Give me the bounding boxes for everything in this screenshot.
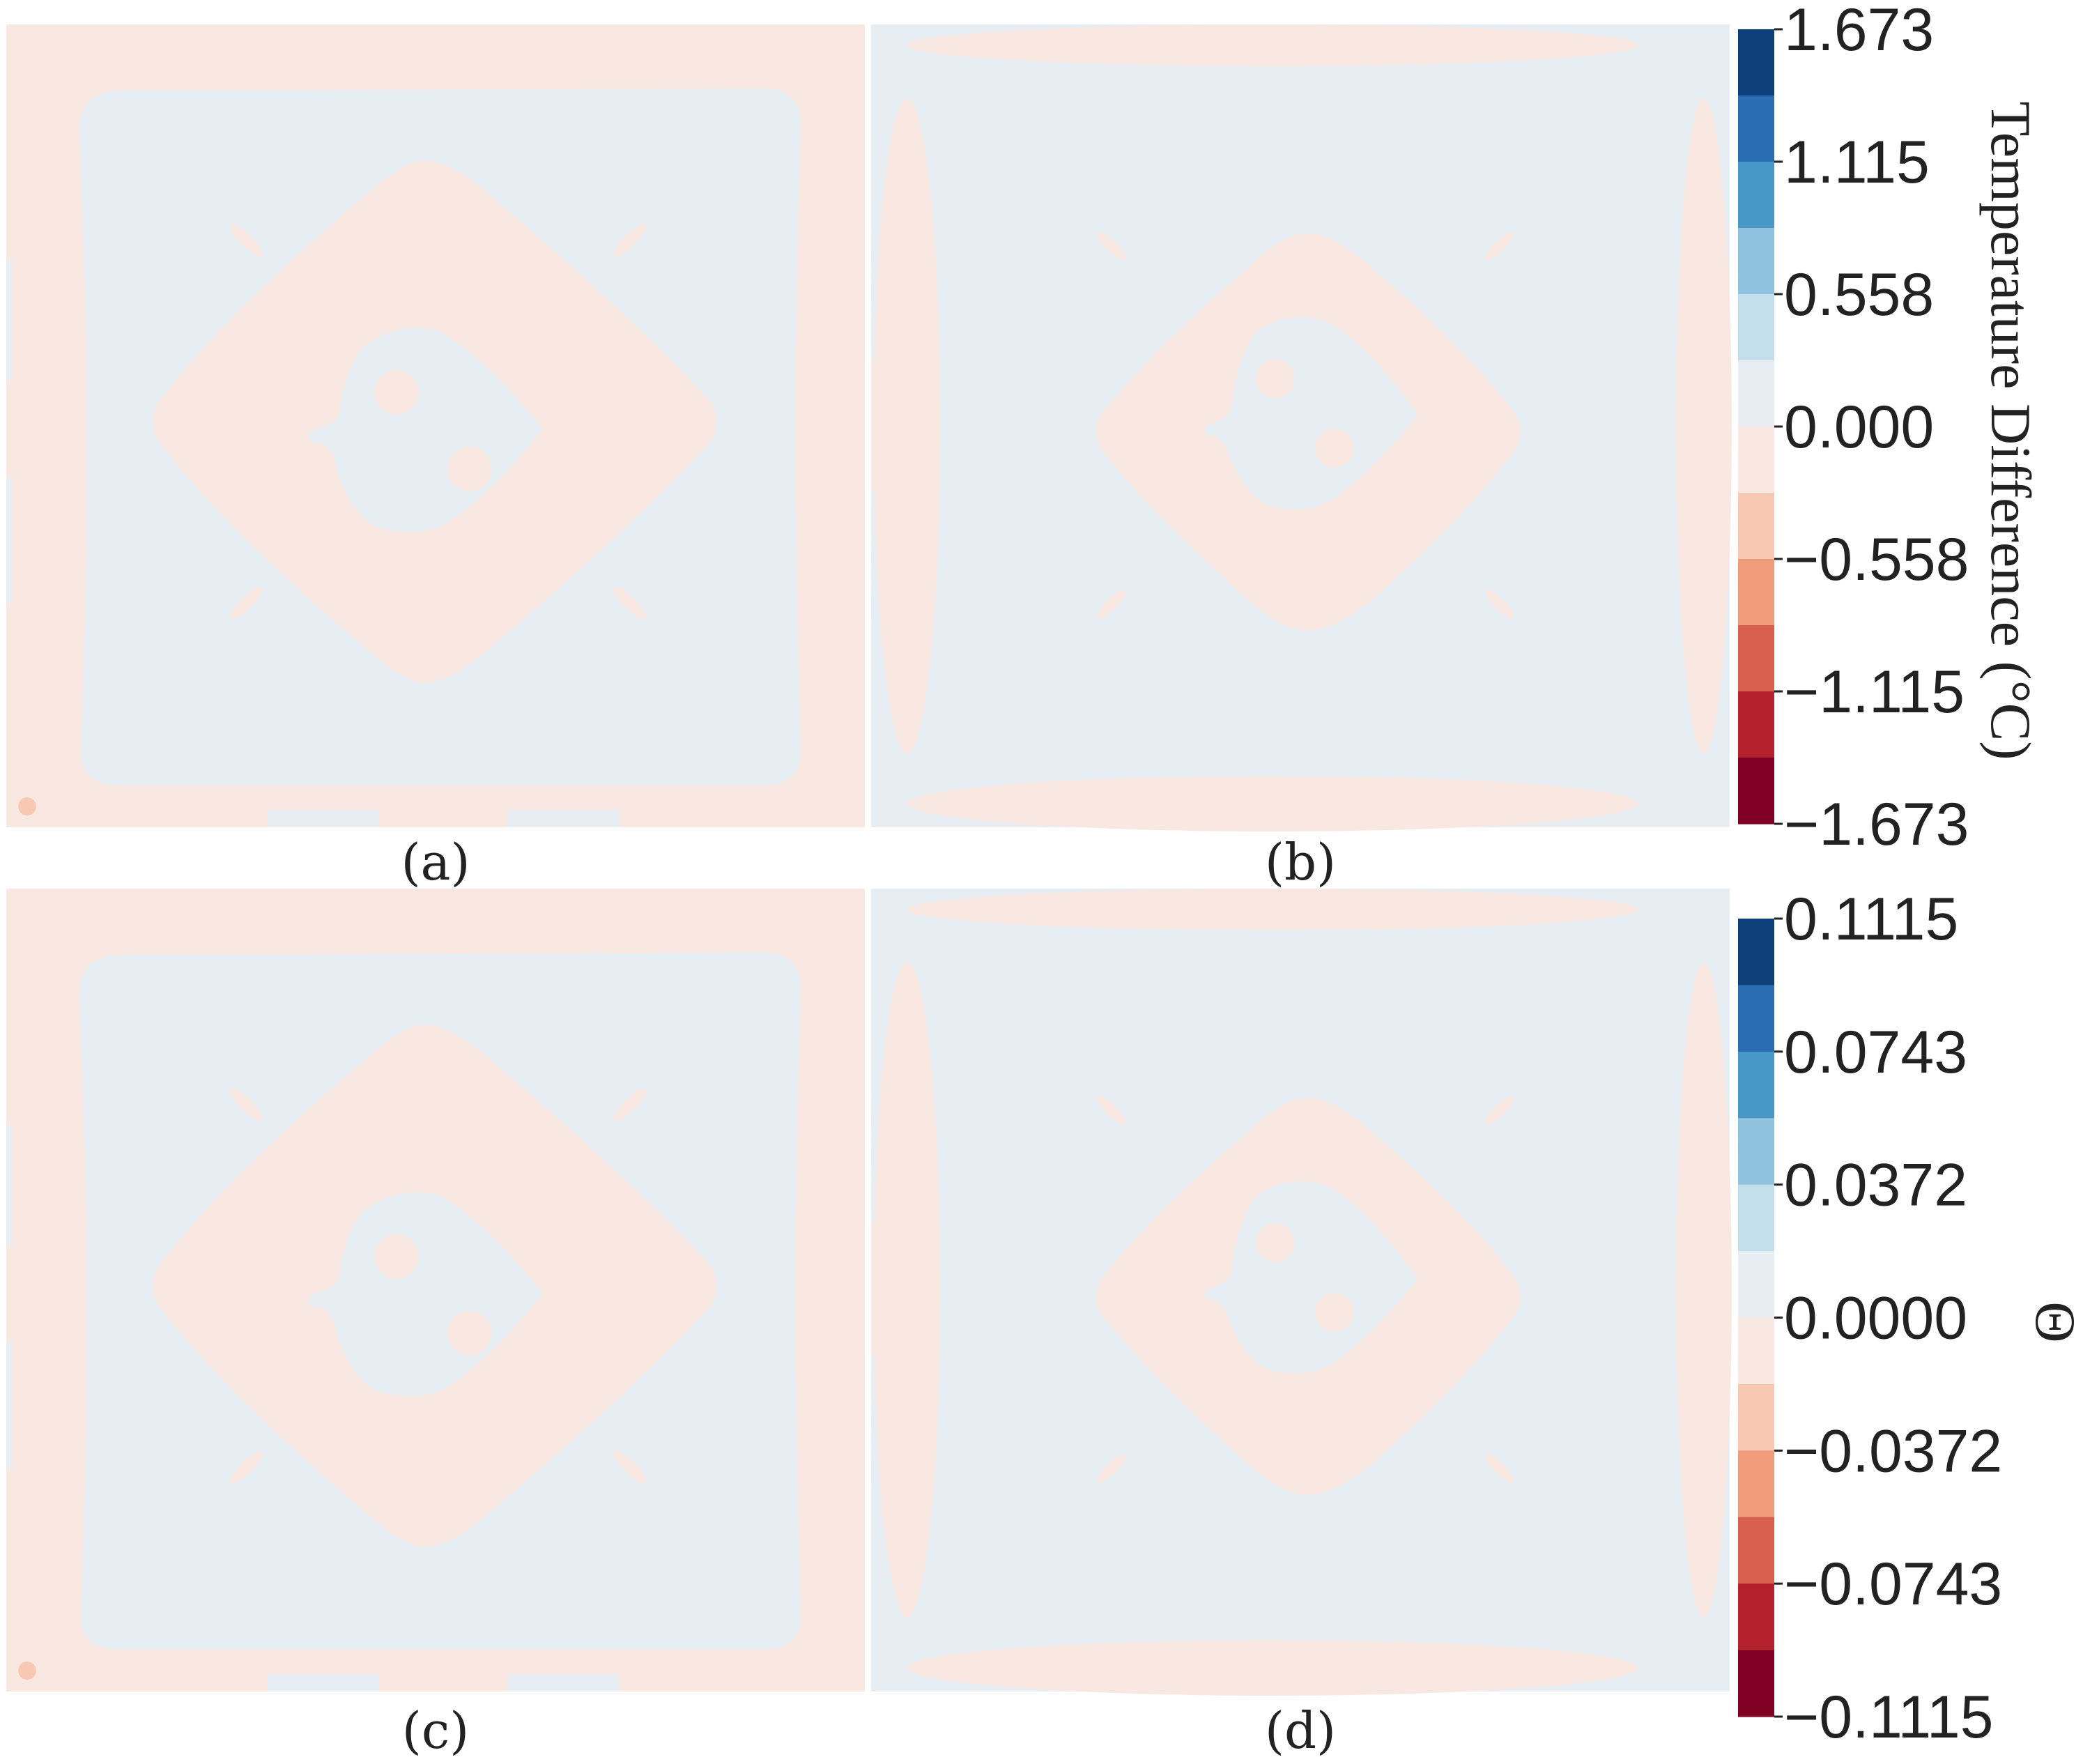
colorbar-tick-label: 0.1115 <box>1784 886 1958 953</box>
colorbar-segment <box>1738 360 1774 427</box>
contour-panel-c <box>6 889 865 1692</box>
colorbar-segment <box>1738 985 1774 1052</box>
colorbar-theta-ticks: 0.1115 0.0743 0.0372 0.0000 −0.0372 −0.0743 −0… <box>1774 886 2002 1751</box>
colorbar-tick-label: 1.673 <box>1784 0 1934 63</box>
colorbar-segment <box>1738 162 1774 229</box>
colorbar-segment <box>1738 95 1774 162</box>
colorbar-segment <box>1738 691 1774 758</box>
colorbar-segment <box>1738 1383 1774 1451</box>
colorbar-segment <box>1738 1051 1774 1119</box>
colorbar-segment <box>1738 1317 1774 1385</box>
colorbar-segment <box>1738 1118 1774 1186</box>
colorbar-title-theta: Θ <box>2024 1301 2083 1342</box>
colorbar-segment <box>1738 29 1774 96</box>
contour-panel-b <box>871 24 1732 831</box>
colorbar-tick-label: 0.000 <box>1784 394 1934 461</box>
colorbar-segment <box>1738 1583 1774 1651</box>
caption-a: (a) <box>401 833 470 891</box>
colorbar-tick-label: 0.558 <box>1784 261 1934 328</box>
caption-c: (c) <box>402 1701 470 1760</box>
colorbar-tick-label: −1.673 <box>1784 791 1969 858</box>
colorbar-segment <box>1738 427 1774 493</box>
colorbar-tick-label: −1.115 <box>1784 659 1965 726</box>
colorbar-segment <box>1738 1184 1774 1252</box>
colorbar-segment <box>1738 493 1774 560</box>
caption-d: (d) <box>1265 1701 1336 1760</box>
colorbar-segment <box>1738 1650 1774 1717</box>
colorbar-title-temperature: Temperature Difference (°C) <box>1979 101 2043 760</box>
colorbar-temperature-ticks: 1.673 1.115 0.558 0.000 −0.558 −1.115 −1.673 <box>1774 0 1969 858</box>
colorbar-segment <box>1738 758 1774 825</box>
colorbar-segment <box>1738 228 1774 295</box>
contour-panel-a <box>6 24 865 827</box>
colorbar-tick-label: −0.0372 <box>1784 1418 2002 1485</box>
colorbar-segment <box>1738 1450 1774 1518</box>
colorbar-tick-label: −0.1115 <box>1784 1684 1994 1751</box>
colorbar-tick-label: 0.0743 <box>1784 1019 1967 1086</box>
colorbar-theta <box>1738 919 1774 1717</box>
colorbar-tick-label: −0.558 <box>1784 526 1969 593</box>
colorbar-tick-label: 0.0000 <box>1784 1285 1967 1352</box>
colorbar-tick-label: 0.0372 <box>1784 1152 1967 1219</box>
colorbar-tick-label: −0.0743 <box>1784 1551 2002 1618</box>
colorbar-segment <box>1738 625 1774 692</box>
colorbar-tick-label: 1.115 <box>1784 129 1930 196</box>
colorbar-temperature-difference <box>1738 29 1774 825</box>
colorbar-segment <box>1738 1517 1774 1584</box>
colorbar-segment <box>1738 294 1774 361</box>
colorbar-segment <box>1738 919 1774 986</box>
caption-b: (b) <box>1265 833 1336 891</box>
colorbar-segment <box>1738 559 1774 626</box>
colorbar-segment <box>1738 1251 1774 1319</box>
contour-panel-d <box>871 889 1732 1696</box>
